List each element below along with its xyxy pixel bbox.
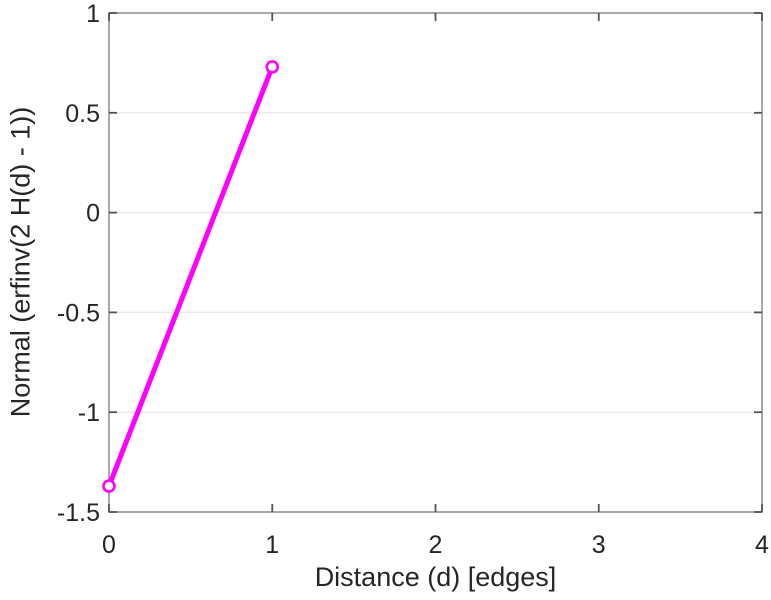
data-line bbox=[106, 64, 275, 489]
y-tick-label: 1 bbox=[86, 0, 100, 28]
axes-box bbox=[108, 12, 763, 513]
data-point-marker bbox=[102, 479, 116, 493]
y-tick-label: -0.5 bbox=[57, 299, 100, 327]
y-tick-label: -1 bbox=[78, 399, 100, 427]
data-point-marker bbox=[265, 60, 280, 74]
x-axis-label: Distance (d) [edges] bbox=[314, 562, 557, 592]
x-tick-label: 4 bbox=[755, 531, 769, 559]
x-tick-label: 0 bbox=[102, 531, 116, 559]
x-tick-label: 2 bbox=[429, 531, 443, 559]
y-axis-label: Normal (erfinv(2 H(d) - 1)) bbox=[5, 106, 36, 418]
y-tick-label: 0 bbox=[86, 200, 100, 228]
x-tick-label: 3 bbox=[592, 531, 606, 559]
y-tick-label: 0.5 bbox=[65, 100, 100, 128]
x-tick-label: 1 bbox=[265, 531, 279, 559]
y-tick-label: -1.5 bbox=[57, 499, 100, 527]
